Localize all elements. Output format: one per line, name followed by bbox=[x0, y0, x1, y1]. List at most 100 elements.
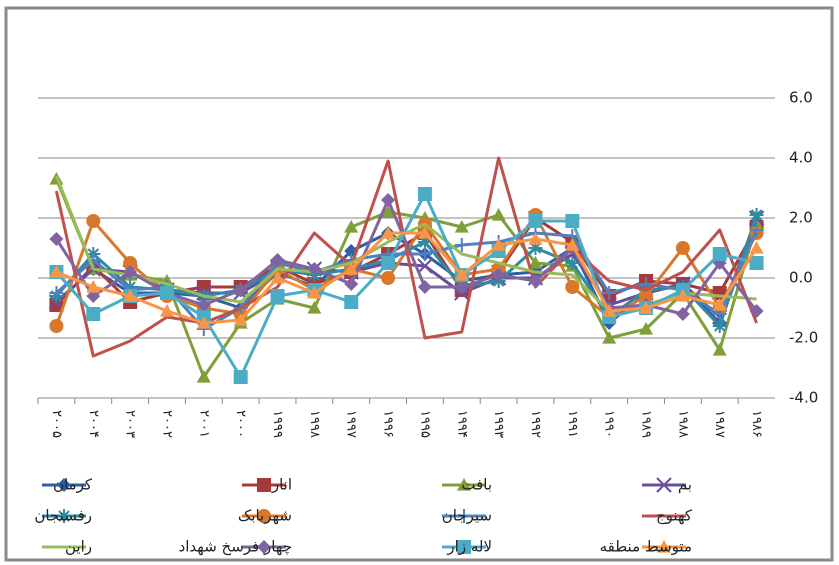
legend-label: سیرجان bbox=[442, 507, 492, 525]
legend-item: کهنوج bbox=[642, 507, 693, 526]
marker bbox=[528, 241, 543, 255]
series-line bbox=[54, 156, 758, 358]
x-tick-label: ۱۹۹۲ bbox=[528, 410, 543, 438]
marker bbox=[270, 253, 285, 267]
marker bbox=[270, 271, 285, 284]
marker bbox=[457, 478, 471, 491]
marker bbox=[457, 509, 471, 523]
x-tick-label: ۱۹۹۳ bbox=[491, 410, 506, 438]
legend-label: راین bbox=[65, 538, 92, 556]
y-tick-label: 6.0 bbox=[789, 89, 813, 107]
marker bbox=[675, 307, 690, 321]
marker bbox=[257, 478, 271, 492]
legend-item: بافت bbox=[442, 476, 492, 494]
legend-label: لاله زار bbox=[446, 538, 492, 556]
marker bbox=[528, 214, 543, 228]
legend-label: بم bbox=[678, 476, 692, 494]
legend-item: انار bbox=[242, 476, 292, 494]
marker bbox=[233, 370, 248, 384]
x-tick-label: ۱۹۹۰ bbox=[602, 410, 617, 438]
marker bbox=[749, 208, 764, 222]
marker bbox=[49, 298, 64, 312]
x-tick-label: ۲۰۰۲ bbox=[159, 410, 174, 438]
marker bbox=[57, 478, 71, 492]
marker bbox=[712, 247, 727, 261]
marker bbox=[86, 280, 101, 293]
marker bbox=[712, 319, 727, 333]
legend-item: راین bbox=[42, 538, 92, 556]
x-tick-label: ۲۰۰۳ bbox=[123, 410, 138, 438]
legend-label: چهار فرسخ شهداد bbox=[179, 538, 292, 556]
x-tick-label: ۲۰۰۵ bbox=[49, 410, 64, 438]
marker bbox=[454, 268, 469, 281]
legend-item: کرمان bbox=[42, 476, 93, 494]
legend-item: متوسط منطقه bbox=[600, 538, 692, 556]
marker bbox=[381, 226, 396, 239]
legend-label: شهربابک bbox=[238, 507, 292, 525]
marker bbox=[270, 289, 285, 303]
marker bbox=[491, 208, 506, 221]
marker bbox=[233, 283, 248, 297]
marker bbox=[49, 319, 64, 333]
marker bbox=[602, 286, 617, 300]
marker bbox=[656, 477, 672, 493]
marker bbox=[344, 277, 359, 291]
marker bbox=[417, 280, 432, 294]
y-tick-label: 0.0 bbox=[789, 269, 813, 287]
marker bbox=[565, 238, 580, 251]
marker bbox=[712, 343, 727, 356]
marker bbox=[49, 265, 64, 278]
marker bbox=[639, 301, 654, 314]
marker bbox=[528, 256, 543, 269]
marker bbox=[712, 298, 727, 311]
marker bbox=[675, 289, 690, 302]
marker bbox=[381, 271, 396, 285]
x-tick-label: ۱۹۸۹ bbox=[639, 410, 654, 438]
series-line bbox=[55, 231, 758, 325]
y-tick-label: 2.0 bbox=[789, 209, 813, 227]
marker bbox=[123, 265, 138, 279]
marker bbox=[257, 509, 271, 523]
marker bbox=[381, 193, 396, 207]
marker bbox=[528, 232, 543, 245]
legend-item: رفسنجان bbox=[34, 507, 92, 525]
legend-label: بافت bbox=[461, 476, 492, 494]
marker bbox=[454, 220, 469, 233]
marker bbox=[602, 304, 617, 317]
legend-item: چهار فرسخ شهداد bbox=[179, 538, 292, 556]
marker bbox=[417, 235, 432, 249]
x-tick-label: ۱۹۸۷ bbox=[712, 410, 727, 438]
x-tick-label: ۱۹۹۸ bbox=[307, 410, 322, 438]
legend-item: لاله زار bbox=[442, 538, 492, 556]
legend-label: رفسنجان bbox=[34, 507, 92, 525]
marker bbox=[233, 313, 248, 326]
marker bbox=[565, 256, 580, 270]
marker bbox=[491, 268, 506, 282]
y-tick-label: -2.0 bbox=[789, 329, 818, 347]
legend-label: کرمان bbox=[53, 476, 93, 494]
marker bbox=[454, 238, 469, 252]
marker bbox=[196, 316, 211, 329]
legend-label: متوسط منطقه bbox=[600, 538, 692, 556]
x-tick-label: ۱۹۹۴ bbox=[454, 410, 469, 438]
x-tick-label: ۲۰۰۴ bbox=[86, 410, 101, 438]
marker bbox=[528, 274, 543, 288]
marker bbox=[381, 205, 396, 218]
y-tick-label: -4.0 bbox=[789, 389, 818, 407]
marker bbox=[344, 262, 359, 275]
marker bbox=[123, 289, 138, 302]
marker bbox=[49, 232, 64, 246]
x-tick-label: ۱۹۹۵ bbox=[417, 410, 432, 438]
marker bbox=[417, 258, 433, 274]
marker bbox=[57, 509, 71, 523]
marker bbox=[749, 256, 764, 270]
x-tick-label: ۲۰۰۱ bbox=[196, 410, 211, 438]
x-tick-label: ۱۹۸۶ bbox=[749, 410, 764, 438]
marker bbox=[417, 226, 432, 239]
marker bbox=[344, 295, 359, 309]
marker bbox=[602, 331, 617, 344]
legend-item: سیرجان bbox=[442, 507, 492, 525]
marker bbox=[196, 370, 211, 383]
